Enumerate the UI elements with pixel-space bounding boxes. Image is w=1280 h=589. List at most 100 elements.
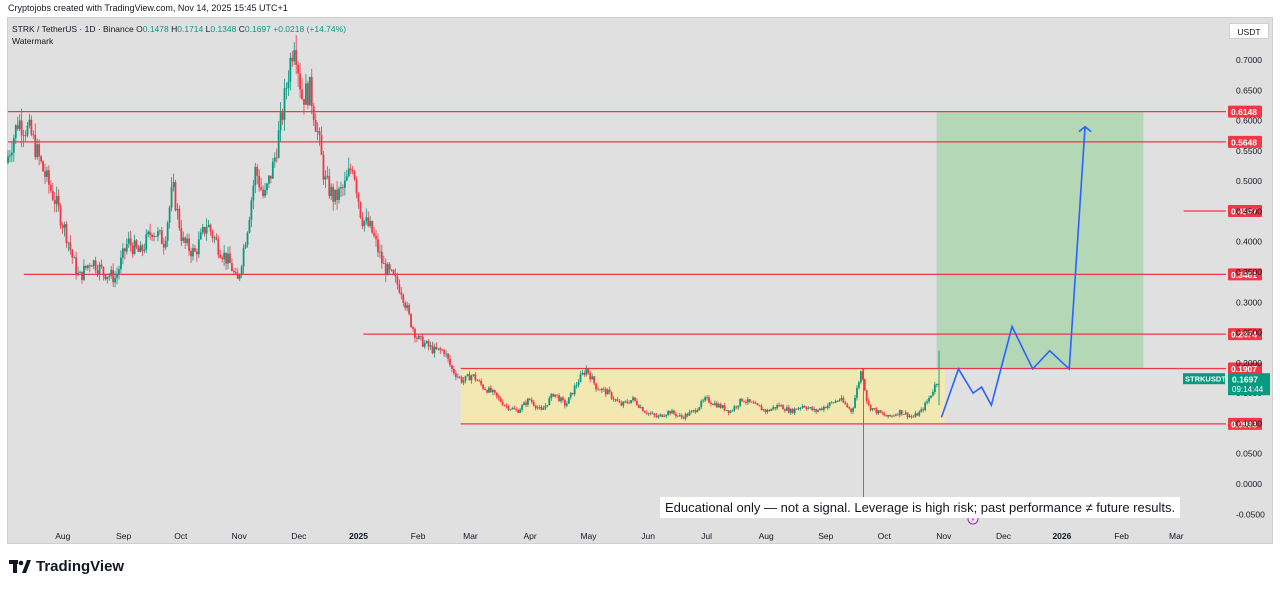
candle-body (145, 234, 148, 250)
candle-body (846, 404, 849, 408)
candle-body (355, 179, 358, 194)
candle-body (266, 183, 268, 191)
candle-body (908, 415, 911, 418)
candle-body (129, 238, 132, 246)
candle-body (503, 405, 506, 406)
currency-selector[interactable]: USDT (1229, 23, 1269, 39)
candle-body (262, 189, 264, 196)
candle-body (174, 182, 177, 211)
candle-body (414, 328, 416, 338)
candle-body (98, 264, 101, 274)
candle-body (67, 242, 70, 244)
candle-body (484, 388, 486, 390)
x-tick-label: Feb (411, 531, 426, 541)
candle-body (702, 400, 705, 402)
candle-body (560, 397, 562, 402)
candle-body (478, 380, 481, 382)
candle-body (750, 401, 753, 403)
candle-body (735, 406, 738, 408)
candle-body (597, 389, 599, 391)
candle-body (505, 405, 508, 407)
candle-body (700, 401, 703, 408)
candle-body (158, 230, 161, 232)
candle-body (7, 156, 9, 163)
candle-body (57, 195, 60, 207)
candle-body (24, 135, 27, 137)
candle-body (63, 224, 66, 228)
candle-body (110, 269, 113, 276)
candle-body (328, 175, 331, 197)
candle-body (252, 185, 255, 201)
x-tick-label: Sep (116, 531, 131, 541)
candle-body (875, 408, 878, 414)
candle-body (797, 408, 800, 410)
candle-body (447, 353, 449, 359)
candle-body (342, 187, 344, 189)
candle-body (264, 190, 266, 196)
candle-body (571, 392, 574, 395)
candle-body (914, 413, 917, 417)
candle-body (361, 217, 364, 227)
candle-body (891, 415, 893, 417)
candle-body (28, 119, 31, 126)
candle-body (731, 410, 734, 412)
candle-body (305, 83, 307, 105)
candle-body (431, 345, 434, 354)
candle-body (776, 405, 779, 409)
candle-body (197, 239, 200, 255)
tradingview-logo[interactable]: TradingView (9, 558, 124, 575)
candle-body (634, 397, 636, 401)
y-tick-label: 0.0500 (1236, 449, 1262, 459)
candle-body (353, 171, 356, 180)
candle-body (817, 410, 819, 412)
candle-body (332, 186, 335, 202)
candle-body (157, 231, 159, 237)
candle-body (795, 408, 798, 410)
candle-body (406, 305, 409, 308)
candle-body (326, 175, 329, 177)
y-tick-label: 0.1000 (1236, 418, 1262, 428)
candle-body (930, 395, 932, 398)
candle-body (932, 391, 934, 396)
candle-body (347, 168, 350, 177)
candle-body (308, 76, 311, 106)
candle-body (44, 171, 46, 177)
candle-body (719, 404, 722, 408)
candle-body (279, 112, 282, 131)
candle-body (682, 417, 685, 419)
candle-body (402, 294, 405, 303)
candle-body (410, 313, 412, 328)
candle-body (733, 406, 736, 411)
candle-body (748, 399, 751, 402)
candle-body (379, 251, 381, 253)
candle-body (318, 131, 321, 135)
candle-body (651, 413, 654, 415)
candle-body (170, 187, 173, 208)
candle-body (898, 410, 901, 416)
candle-body (906, 412, 909, 418)
y-tick-label: 0.3500 (1236, 267, 1262, 277)
candle-body (248, 219, 251, 233)
y-tick-label: 0.2000 (1236, 358, 1262, 368)
candle-body (515, 409, 518, 411)
candle-body (764, 409, 767, 412)
candle-body (563, 400, 566, 406)
candle-body (199, 232, 202, 240)
candle-body (133, 240, 136, 255)
candle-body (717, 404, 720, 408)
candle-body (511, 408, 514, 410)
candle-body (351, 169, 354, 172)
candle-body (429, 345, 432, 347)
candle-body (468, 374, 471, 381)
candle-body (443, 350, 446, 355)
candle-body (813, 409, 816, 411)
candle-body (219, 254, 222, 258)
candle-body (437, 348, 440, 350)
candle-body (639, 407, 642, 408)
candle-body (380, 251, 383, 264)
candle-body (692, 410, 695, 411)
candle-body (153, 235, 155, 237)
x-tick-label: Jul (701, 531, 712, 541)
candle-body (137, 247, 140, 252)
